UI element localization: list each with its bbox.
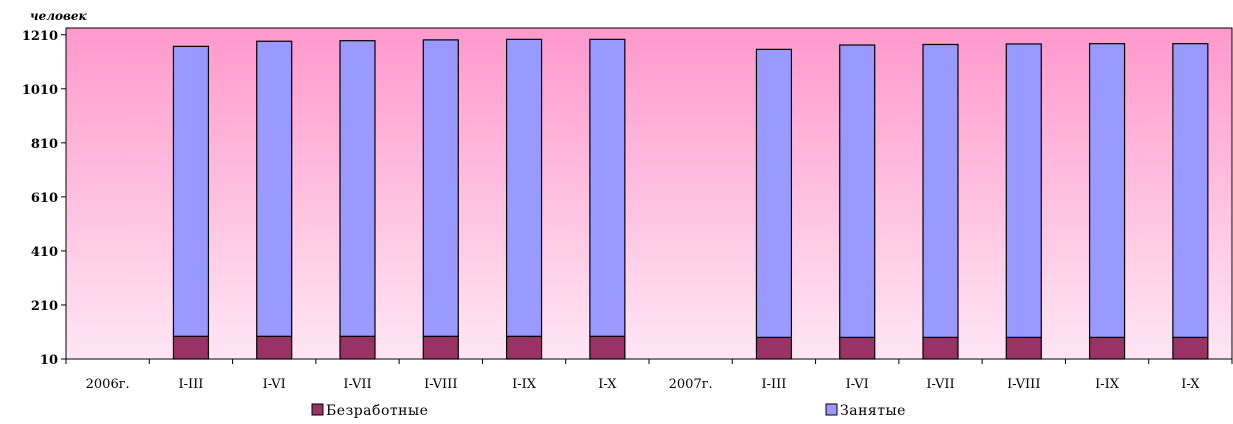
bar-employed [422,39,459,337]
x-tick-label: I-IX [512,377,537,392]
x-axis: 2006г. I-III I-VI I-VII I-VIII I-IX I-X 2007г. I… [65,359,1233,392]
bar-unemployed [1005,336,1042,360]
bar-unemployed [1172,336,1209,360]
bar-employed [589,38,626,337]
bar-unemployed [422,335,459,360]
legend-swatch [311,403,324,416]
legend: Безработные Занятые [311,403,906,419]
bar-employed [755,48,793,338]
x-tick-label: 2007г. [669,377,713,392]
bar-unemployed [589,335,626,360]
y-tick-label: 210 [31,299,58,314]
bar-employed [839,44,876,338]
y-tick-label: 610 [31,191,58,206]
bar-employed [339,40,376,337]
bar-unemployed [172,335,210,360]
x-tick-label: 2006г. [86,377,130,392]
plot-area [65,27,1233,360]
bars [172,38,1209,360]
y-tick-label: 1210 [22,29,58,44]
x-tick-label: I-VIII [424,377,457,392]
bar-employed [505,38,543,337]
x-tick-label: I-IX [1095,377,1120,392]
x-tick-label: I-VI [846,377,869,392]
bar-employed [1005,43,1042,338]
x-tick-label: I-X [598,377,617,392]
bar-unemployed [839,336,876,360]
bar-unemployed [339,335,376,360]
bar-unemployed [256,335,293,360]
y-tick-label: 1010 [22,83,58,98]
bar-employed [172,45,210,337]
legend-label: Занятые [840,403,906,419]
x-tick-label: I-VIII [1007,377,1040,392]
y-axis-unit-label: человек [30,9,88,23]
x-tick-label: I-X [1181,377,1200,392]
x-tick-label: I-VII [343,377,371,392]
bar-employed [1172,43,1209,338]
bar-unemployed [1088,336,1126,360]
legend-label: Безработные [326,403,428,419]
legend-swatch [825,403,838,416]
x-tick-label: I-VI [263,377,286,392]
x-tick-label: I-III [761,377,786,392]
y-tick-label: 10 [40,353,58,368]
y-tick-label: 810 [31,137,58,152]
y-tick-label: 410 [31,245,58,260]
bar-unemployed [755,336,793,360]
bar-employed [1088,43,1126,338]
bar-employed [922,43,959,338]
x-tick-label: I-III [178,377,203,392]
bar-employed [256,40,293,337]
y-axis: 10 210 410 610 810 1010 1210 [22,29,66,368]
bar-unemployed [922,336,959,360]
bar-unemployed [505,335,543,360]
x-tick-label: I-VII [926,377,954,392]
